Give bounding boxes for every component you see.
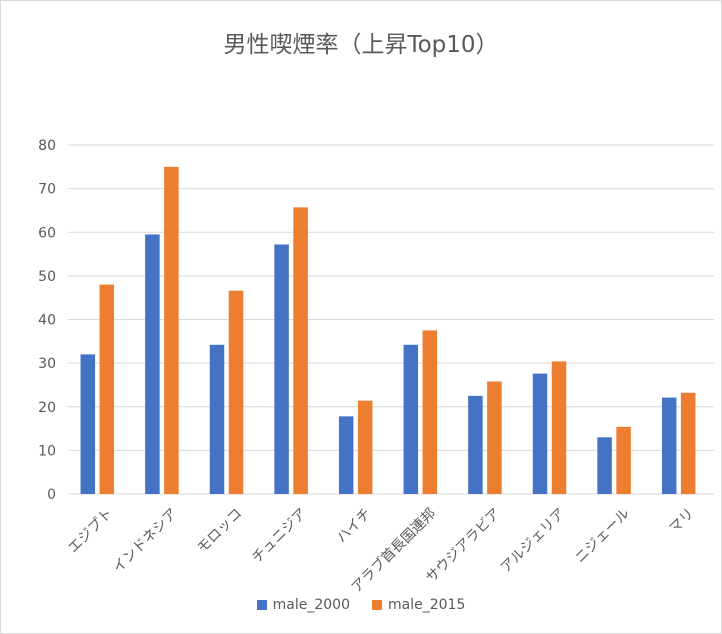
- bar-male-2000-4: [338, 416, 354, 494]
- bar-male-2000-8: [597, 437, 612, 494]
- legend: male_2000 male_2015: [1, 597, 721, 613]
- legend-label-male-2015: male_2015: [388, 597, 466, 613]
- legend-swatch-male-2015: [372, 600, 382, 610]
- bar-male-2015-9: [680, 392, 696, 494]
- legend-item-male-2015: male_2015: [372, 597, 465, 613]
- bar-male-2000-3: [274, 244, 289, 494]
- y-tick-label: 0: [47, 487, 56, 503]
- y-tick-label: 60: [38, 225, 56, 241]
- y-tick-label: 40: [38, 313, 56, 329]
- x-tick-label: アルジェリア: [498, 506, 569, 577]
- bar-male-2000-6: [468, 395, 483, 494]
- bar-male-2000-9: [661, 397, 677, 494]
- x-tick-label: インドネシア: [110, 506, 181, 577]
- bar-male-2015-8: [616, 426, 631, 494]
- x-tick-label: モロッコ: [194, 506, 245, 557]
- bar-male-2000-0: [80, 354, 96, 494]
- bar-male-2000-5: [403, 344, 419, 494]
- bar-male-2015-5: [422, 330, 438, 494]
- bar-male-2015-7: [551, 361, 567, 494]
- bar-male-2015-1: [164, 166, 179, 494]
- bar-male-2000-1: [145, 234, 160, 494]
- x-tick-label: ハイチ: [334, 506, 375, 547]
- y-tick-label: 10: [38, 443, 56, 459]
- bar-male-2015-0: [99, 284, 115, 494]
- y-tick-label: 70: [38, 182, 56, 198]
- bar-male-2015-3: [293, 207, 308, 495]
- x-tick-label: ニジェール: [572, 506, 633, 567]
- x-tick-label: エジプト: [65, 506, 116, 557]
- bar-male-2015-6: [487, 381, 502, 494]
- bar-male-2015-2: [228, 290, 244, 494]
- bar-male-2015-4: [357, 400, 373, 494]
- bar-male-2000-7: [532, 373, 548, 494]
- y-tick-label: 50: [38, 269, 56, 285]
- legend-item-male-2000: male_2000: [256, 597, 350, 613]
- legend-swatch-male-2000: [256, 600, 267, 610]
- y-tick-label: 20: [38, 400, 56, 416]
- x-tick-label: マリ: [666, 506, 697, 537]
- bar-male-2000-2: [209, 344, 225, 494]
- chart-title: 男性喫煙率（上昇Top10）: [223, 32, 499, 58]
- y-tick-label: 30: [38, 356, 56, 372]
- legend-label-male-2000: male_2000: [272, 597, 350, 613]
- y-tick-label: 80: [38, 138, 56, 154]
- x-tick-label: チュニジア: [249, 506, 310, 567]
